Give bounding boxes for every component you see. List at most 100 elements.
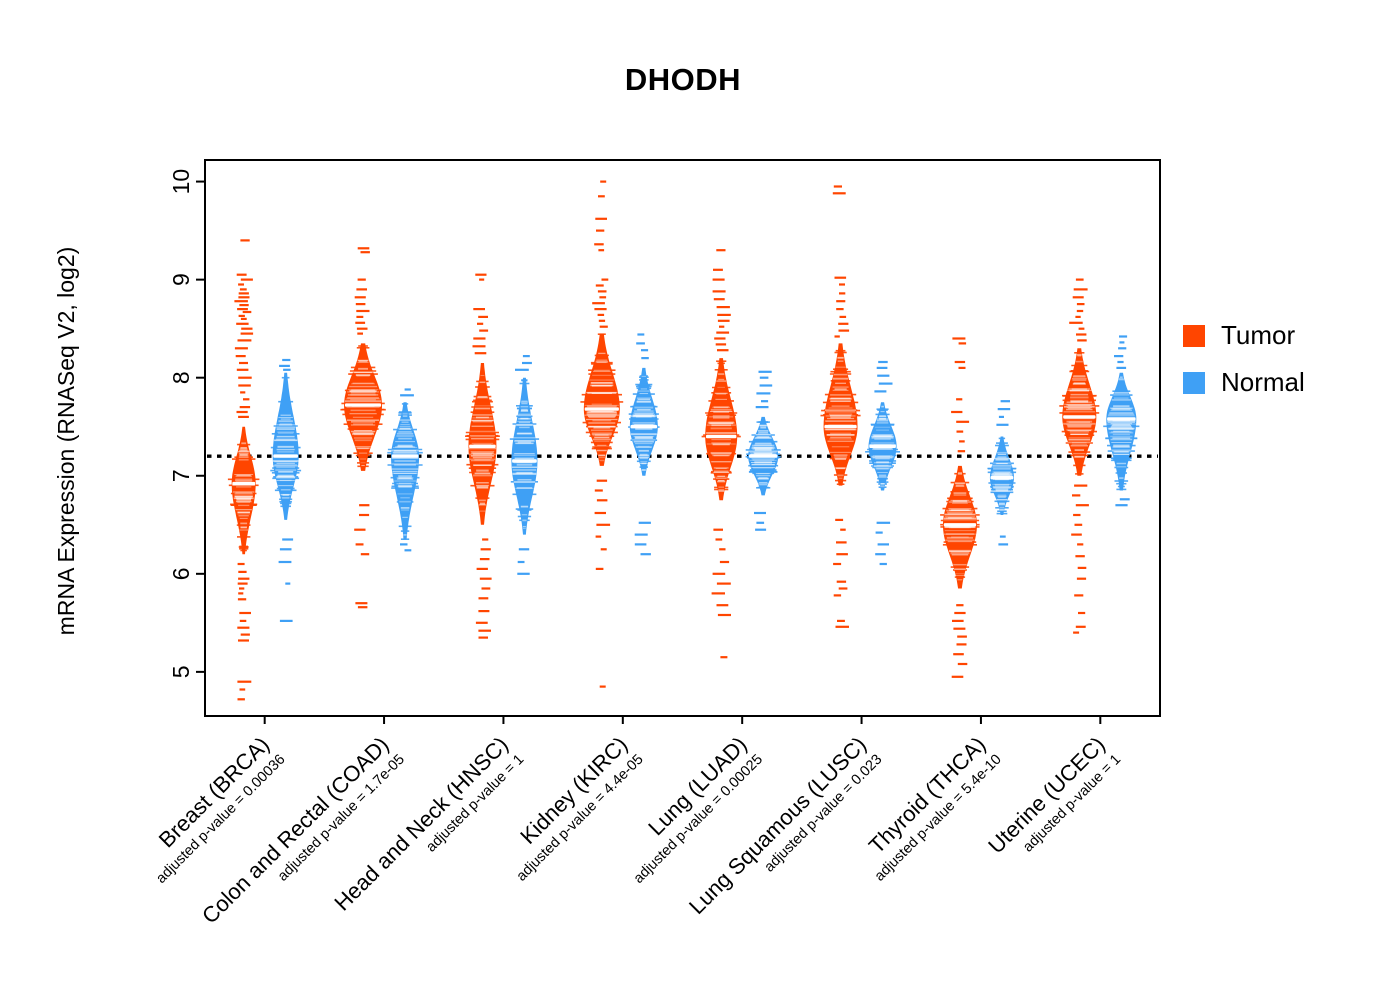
violin-normal-7-median bbox=[1107, 417, 1136, 421]
outlier-dash bbox=[1076, 333, 1087, 336]
outlier-dash bbox=[713, 528, 723, 531]
outlier-dash bbox=[1074, 523, 1083, 526]
violin-tumor-0-median bbox=[232, 481, 256, 486]
outlier-dash bbox=[594, 308, 607, 311]
outlier-dash bbox=[596, 479, 608, 482]
outlier-dash bbox=[839, 292, 846, 295]
outlier-dash bbox=[522, 361, 532, 365]
outlier-dash bbox=[278, 560, 292, 564]
outlier-dash bbox=[237, 562, 245, 566]
outlier-dash bbox=[595, 535, 602, 538]
outlier-dash bbox=[715, 343, 727, 346]
outlier-dash bbox=[1117, 360, 1124, 364]
outlier-dash bbox=[243, 398, 250, 401]
outlier-dash bbox=[1074, 484, 1088, 487]
outlier-dash bbox=[238, 283, 244, 286]
outlier-dash bbox=[239, 611, 251, 615]
outlier-dash bbox=[1077, 339, 1087, 342]
violin-tumor-1-body bbox=[344, 343, 382, 471]
outlier-dash bbox=[356, 315, 364, 318]
outlier-dash bbox=[237, 598, 247, 601]
outlier-dash bbox=[756, 521, 765, 524]
violin-tumor-2-median bbox=[469, 444, 496, 448]
outlier-dash bbox=[1078, 611, 1086, 615]
outlier-dash bbox=[592, 302, 605, 305]
outlier-dash bbox=[480, 548, 491, 551]
violin-tumor-1-median bbox=[345, 403, 382, 407]
outlier-dash bbox=[834, 276, 847, 279]
violin-normal-1 bbox=[387, 388, 423, 552]
outlier-dash bbox=[954, 611, 966, 615]
outlier-dash bbox=[235, 355, 246, 358]
outlier-dash bbox=[518, 548, 530, 551]
outlier-dash bbox=[599, 685, 606, 688]
outlier-dash bbox=[1072, 296, 1084, 299]
outlier-dash bbox=[238, 577, 250, 580]
violin-tumor-5 bbox=[820, 185, 861, 628]
y-tick-label: 9 bbox=[168, 273, 194, 286]
outlier-dash bbox=[601, 278, 609, 281]
outlier-dash bbox=[355, 321, 366, 324]
outlier-dash bbox=[878, 382, 893, 385]
outlier-dash bbox=[236, 410, 248, 414]
violin-tumor-0-body bbox=[231, 426, 256, 555]
violin-tumor-7-median bbox=[1063, 415, 1096, 419]
outlier-dash bbox=[238, 415, 249, 418]
outlier-dash bbox=[357, 247, 370, 250]
outlier-dash bbox=[238, 570, 247, 573]
outlier-dash bbox=[956, 430, 964, 433]
outlier-dash bbox=[239, 304, 249, 307]
outlier-dash bbox=[478, 597, 489, 600]
outlier-dash bbox=[840, 528, 846, 531]
outlier-dash bbox=[237, 308, 248, 311]
outlier-dash bbox=[400, 394, 414, 397]
violin-tumor-7 bbox=[1059, 278, 1100, 634]
outlier-dash bbox=[838, 329, 850, 332]
outlier-dash bbox=[240, 278, 253, 281]
violin-tumor-4-median bbox=[706, 434, 737, 439]
outlier-dash bbox=[1069, 321, 1083, 324]
outlier-dash bbox=[717, 613, 731, 617]
violin-normal-0 bbox=[270, 358, 302, 622]
outlier-dash bbox=[713, 268, 723, 271]
outlier-dash bbox=[634, 533, 648, 536]
outlier-dash bbox=[238, 384, 251, 387]
outlier-dash bbox=[478, 636, 488, 639]
outlier-dash bbox=[832, 192, 846, 195]
outlier-dash bbox=[711, 592, 725, 595]
outlier-dash bbox=[479, 329, 489, 332]
outlier-dash bbox=[479, 577, 492, 580]
y-tick-label: 6 bbox=[168, 567, 194, 580]
outlier-dash bbox=[354, 528, 366, 531]
violin-normal-6-median bbox=[990, 476, 1014, 480]
outlier-dash bbox=[240, 391, 246, 394]
plot-border bbox=[204, 159, 1161, 717]
violin-tumor-2-body bbox=[468, 363, 497, 525]
violin-normal-5-median bbox=[869, 444, 896, 448]
outlier-dash bbox=[359, 504, 370, 507]
outlier-dash bbox=[1075, 625, 1086, 628]
outlier-dash bbox=[359, 513, 370, 517]
outlier-dash bbox=[357, 606, 368, 609]
outlier-dash bbox=[594, 511, 606, 515]
outlier-dash bbox=[238, 296, 250, 299]
outlier-dash bbox=[958, 342, 967, 345]
outlier-dash bbox=[1078, 327, 1085, 330]
outlier-dash bbox=[879, 562, 887, 566]
violin-tumor-2 bbox=[465, 273, 500, 639]
outlier-dash bbox=[238, 639, 249, 642]
outlier-dash bbox=[1075, 315, 1081, 318]
outlier-dash bbox=[833, 594, 842, 597]
outlier-dash bbox=[597, 313, 605, 316]
outlier-dash bbox=[1119, 341, 1125, 344]
outlier-dash bbox=[356, 309, 370, 313]
outlier-dash bbox=[758, 370, 772, 373]
outlier-dash bbox=[517, 572, 530, 575]
outlier-dash bbox=[1073, 288, 1088, 291]
outlier-dash bbox=[719, 325, 725, 328]
violin-tumor-0 bbox=[227, 239, 260, 701]
y-tick-label: 10 bbox=[168, 169, 194, 195]
outlier-dash bbox=[596, 523, 611, 526]
outlier-dash bbox=[522, 355, 530, 358]
